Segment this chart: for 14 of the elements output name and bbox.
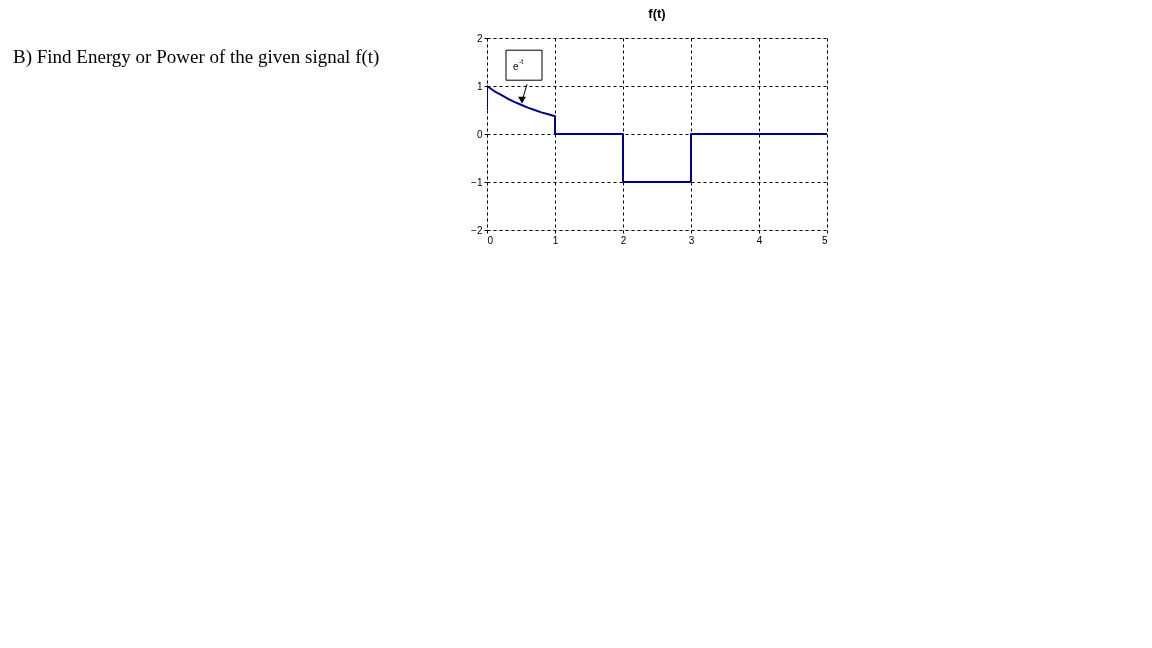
x-tick-label: 2 — [620, 234, 627, 246]
y-tick-label: −1 — [471, 176, 483, 188]
y-tick-label: 0 — [476, 128, 483, 140]
x-tick-label: 4 — [756, 234, 763, 246]
y-tick-label: 1 — [476, 80, 483, 92]
text: B) Find Energy or Power of the given signal f(t) — [13, 46, 380, 68]
x-tick-label: 3 — [688, 234, 695, 246]
x-tick-label: 0 — [487, 234, 494, 246]
y-tick-label: −2 — [471, 224, 483, 236]
y-tick-label: 2 — [476, 32, 483, 44]
x-tick-label: 1 — [552, 234, 559, 246]
line-series — [487, 85, 827, 183]
x-tick-label: 5 — [821, 234, 828, 246]
chart-title: f(t) — [648, 6, 666, 21]
